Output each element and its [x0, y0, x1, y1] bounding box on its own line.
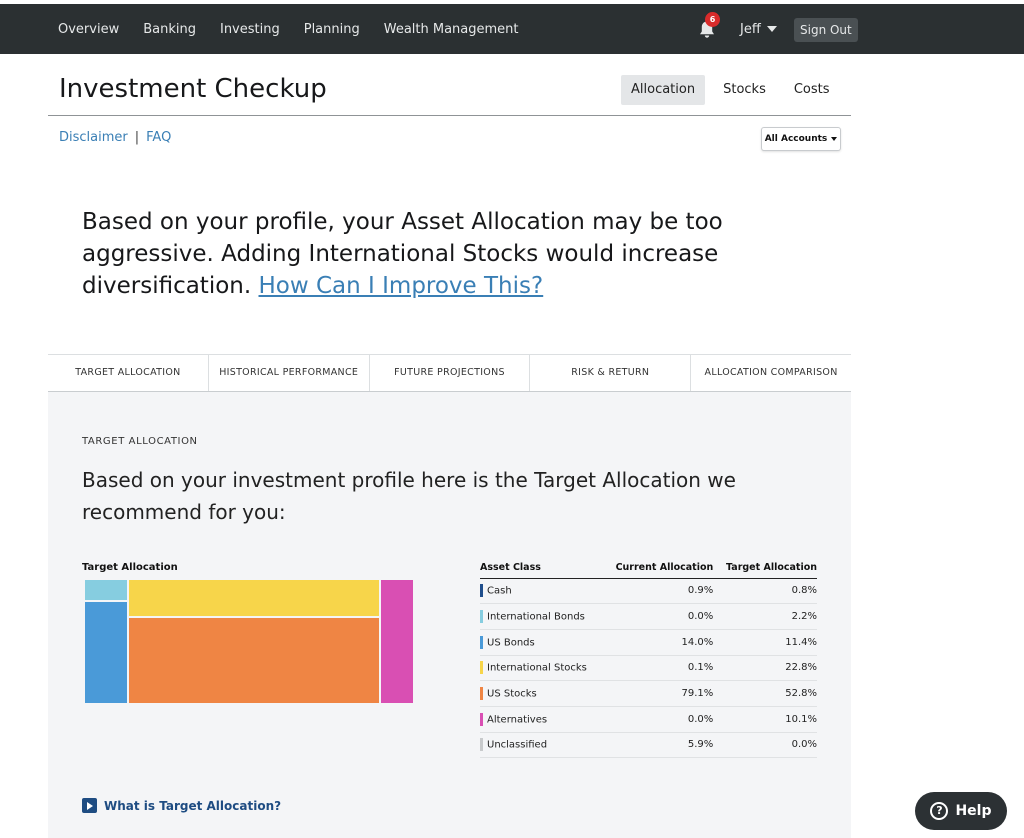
nav-planning[interactable]: Planning — [303, 21, 360, 37]
asset-class-cell: Cash — [480, 578, 602, 605]
col-current-allocation: Current Allocation — [601, 560, 714, 579]
chevron-down-icon — [831, 137, 838, 141]
current-allocation-cell: 0.0% — [601, 706, 714, 733]
table-row: Cash 0.9% 0.8% — [480, 578, 817, 605]
target-allocation-cell: 52.8% — [713, 680, 817, 707]
main-nav: Overview Banking Investing Planning Weal… — [58, 4, 543, 54]
faq-link[interactable]: FAQ — [146, 130, 172, 145]
tab-historical-performance[interactable]: HISTORICAL PERFORMANCE — [209, 355, 370, 391]
nav-banking[interactable]: Banking — [143, 21, 196, 37]
treemap-title: Target Allocation — [82, 562, 178, 573]
accounts-select-label: All Accounts — [764, 134, 828, 144]
asset-class-name: International Stocks — [487, 662, 587, 674]
color-swatch — [480, 738, 483, 752]
accounts-select[interactable]: All Accounts — [761, 127, 841, 151]
color-swatch — [480, 661, 483, 675]
what-link-label: What is Target Allocation? — [104, 798, 282, 813]
sign-out-button[interactable]: Sign Out — [794, 18, 858, 42]
page-title: Investment Checkup — [59, 74, 327, 104]
panel-headline: Based on your investment profile here is… — [82, 468, 736, 524]
asset-class-cell: Alternatives — [480, 706, 602, 733]
asset-class-cell: US Stocks — [480, 680, 602, 707]
tab-risk-return[interactable]: RISK & RETURN — [530, 355, 692, 391]
question-icon: ? — [930, 802, 949, 820]
nav-overview[interactable]: Overview — [58, 21, 120, 37]
asset-class-cell: International Bonds — [480, 603, 602, 630]
target-allocation-cell: 10.1% — [713, 706, 817, 733]
nav-wealth-management[interactable]: Wealth Management — [383, 21, 519, 37]
table-row: Alternatives 0.0% 10.1% — [480, 706, 817, 733]
target-allocation-cell: 0.0% — [713, 732, 817, 759]
target-allocation-cell: 22.8% — [713, 655, 817, 682]
table-row: US Bonds 14.0% 11.4% — [480, 629, 817, 656]
chevron-down-icon — [766, 26, 777, 32]
tab-target-allocation[interactable]: TARGET ALLOCATION — [48, 355, 209, 391]
tab-allocation[interactable]: Allocation — [621, 75, 706, 105]
asset-class-cell: Unclassified — [480, 732, 602, 759]
table-header-row: Asset Class Current Allocation Target Al… — [480, 560, 817, 579]
asset-class-name: Alternatives — [487, 714, 548, 726]
color-swatch — [480, 635, 483, 649]
asset-class-name: International Bonds — [487, 611, 585, 623]
treemap-tile-international-bonds — [85, 580, 127, 600]
top-nav-bar: Overview Banking Investing Planning Weal… — [0, 4, 1024, 54]
current-allocation-cell: 0.0% — [601, 603, 714, 630]
tab-costs[interactable]: Costs — [793, 82, 830, 97]
current-allocation-cell: 5.9% — [601, 732, 714, 759]
col-asset-class: Asset Class — [480, 560, 602, 579]
improve-link[interactable]: How Can I Improve This? — [258, 273, 544, 299]
target-allocation-cell: 0.8% — [713, 578, 817, 605]
asset-class-cell: International Stocks — [480, 655, 602, 682]
help-label: Help — [955, 803, 992, 819]
asset-class-name: US Bonds — [487, 637, 535, 649]
table-row: International Stocks 0.1% 22.8% — [480, 655, 817, 682]
headline-text: Based on your profile, your Asset Alloca… — [82, 209, 723, 299]
checkup-tabs: Allocation Stocks Costs — [621, 75, 848, 105]
nav-investing[interactable]: Investing — [219, 21, 280, 37]
current-allocation-cell: 79.1% — [601, 680, 714, 707]
treemap-tile-international-stocks — [129, 580, 379, 616]
treemap-tile-us-stocks — [129, 618, 379, 703]
tab-stocks[interactable]: Stocks — [723, 82, 766, 97]
current-allocation-cell: 14.0% — [601, 629, 714, 656]
asset-class-name: Unclassified — [487, 739, 548, 751]
panel-label: TARGET ALLOCATION — [82, 436, 198, 447]
tab-allocation-comparison[interactable]: ALLOCATION COMPARISON — [704, 367, 838, 378]
disclaimer-link[interactable]: Disclaimer — [59, 130, 128, 145]
table-row: Unclassified 5.9% 0.0% — [480, 732, 817, 759]
asset-class-cell: US Bonds — [480, 629, 602, 656]
color-swatch — [480, 610, 483, 624]
user-menu[interactable]: Jeff — [740, 4, 777, 54]
target-allocation-treemap — [82, 580, 418, 704]
treemap-tile-alternatives — [381, 580, 413, 703]
play-icon — [82, 798, 97, 813]
header-divider — [48, 115, 851, 116]
asset-class-name: Cash — [487, 585, 512, 597]
table-row: International Bonds 0.0% 2.2% — [480, 603, 817, 630]
allocation-table: Asset Class Current Allocation Target Al… — [480, 560, 817, 759]
asset-class-name: US Stocks — [487, 688, 537, 700]
color-swatch — [480, 584, 483, 598]
color-swatch — [480, 687, 483, 701]
allocation-headline: Based on your profile, your Asset Alloca… — [82, 206, 782, 302]
analysis-tabs: TARGET ALLOCATION HISTORICAL PERFORMANCE… — [48, 354, 851, 392]
col-target-allocation: Target Allocation — [713, 560, 817, 579]
user-name: Jeff — [740, 21, 761, 37]
notification-badge: 6 — [705, 12, 720, 27]
treemap-tile-us-bonds — [85, 602, 127, 703]
tab-future-projections[interactable]: FUTURE PROJECTIONS — [370, 355, 531, 391]
header-links: Disclaimer | FAQ — [59, 130, 171, 145]
table-row: US Stocks 79.1% 52.8% — [480, 680, 817, 707]
target-allocation-cell: 2.2% — [713, 603, 817, 630]
what-is-target-allocation-link[interactable]: What is Target Allocation? — [82, 798, 281, 813]
color-swatch — [480, 712, 483, 726]
help-button[interactable]: ? Help — [915, 792, 1007, 830]
current-allocation-cell: 0.9% — [601, 578, 714, 605]
target-allocation-cell: 11.4% — [713, 629, 817, 656]
link-separator: | — [134, 130, 140, 145]
current-allocation-cell: 0.1% — [601, 655, 714, 682]
target-allocation-panel: TARGET ALLOCATION Based on your investme… — [48, 392, 851, 838]
